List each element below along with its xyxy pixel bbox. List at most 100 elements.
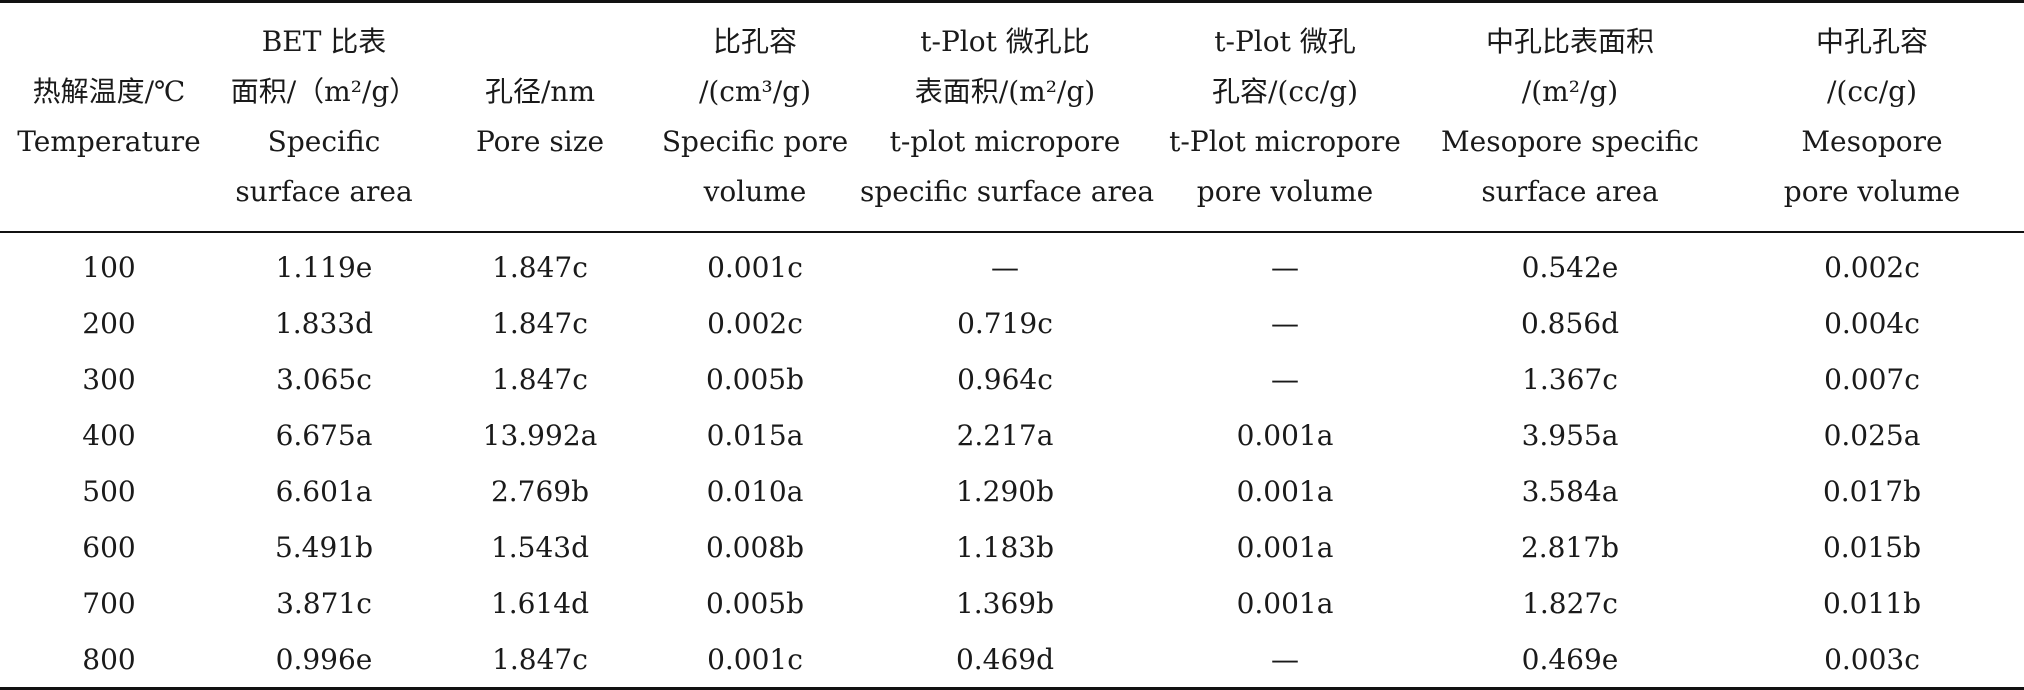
table-cell: — (1271, 250, 1299, 284)
table-cell: 0.469e (1521, 642, 1619, 676)
header-line: Temperature (17, 125, 201, 158)
header-specific-pore-volume: 比孔容 /(cm³/g) Specific pore volume (650, 2, 860, 233)
table-cell: 2.769b (490, 474, 590, 508)
header-tplot-micropore-surface-area: t-Plot 微孔比 表面积/(m²/g) t-plot micropore s… (860, 2, 1154, 233)
table-cell: 600 (82, 530, 136, 564)
header-line: t-Plot 微孔比 (920, 25, 1090, 58)
table-cell: 100 (82, 250, 136, 284)
table-cell: 0.002c (707, 306, 803, 340)
header-line: volume (703, 175, 807, 208)
table-row: 300 3.065c 1.847c 0.005b 0.964c — 1.367c… (0, 351, 2024, 407)
table-cell: 0.001a (1236, 530, 1334, 564)
header-line: Mesopore (1801, 125, 1943, 158)
table-cell: 1.369b (955, 586, 1055, 620)
table-row: 600 5.491b 1.543d 0.008b 1.183b 0.001a 2… (0, 519, 2024, 575)
table-cell: 0.005b (705, 586, 805, 620)
table-cell: 0.001c (707, 250, 803, 284)
header-line: /(cc/g) (1826, 75, 1917, 108)
table-cell: 0.017b (1822, 474, 1922, 508)
table-cell: 3.871c (276, 586, 372, 620)
table-cell: 1.367c (1522, 362, 1618, 396)
header-line: 面积/（m²/g） (230, 75, 418, 108)
table-cell: 3.584a (1521, 474, 1619, 508)
table-cell: 0.001c (707, 642, 803, 676)
header-row: 热解温度/℃ Temperature BET 比表 面积/（m²/g） Spec… (0, 1, 2024, 233)
table-cell: 0.004c (1824, 306, 1920, 340)
table-cell: 0.719c (957, 306, 1053, 340)
header-line: Pore size (475, 125, 605, 158)
table-cell: 0.015a (706, 418, 804, 452)
header-line: 表面积/(m²/g) (914, 75, 1096, 108)
header-tplot-micropore-volume: t-Plot 微孔 孔容/(cc/g) t-Plot micropore por… (1150, 2, 1420, 233)
table-row: 200 1.833d 1.847c 0.002c 0.719c — 0.856d… (0, 295, 2024, 351)
table-row: 100 1.119e 1.847c 0.001c — — 0.542e 0.00… (0, 232, 2024, 295)
header-line: surface area (235, 175, 413, 208)
header-line: t-Plot micropore (1169, 125, 1401, 158)
table-cell: 0.856d (1520, 306, 1620, 340)
header-line: /(m²/g) (1521, 75, 1619, 108)
table-cell: — (991, 250, 1019, 284)
header-line: 热解温度/℃ (32, 75, 186, 108)
table-cell: 5.491b (274, 530, 374, 564)
table-cell: 1.119e (275, 250, 373, 284)
table-cell: 400 (82, 418, 136, 452)
table-cell: 0.542e (1521, 250, 1619, 284)
table-cell: — (1271, 306, 1299, 340)
header-line: 比孔容 (712, 25, 797, 58)
header-line: Mesopore specific (1441, 125, 1699, 158)
header-line: surface area (1481, 175, 1659, 208)
header-temperature: 热解温度/℃ Temperature (0, 2, 218, 233)
table-cell: — (1271, 362, 1299, 396)
table-cell: 0.025a (1823, 418, 1921, 452)
table-cell: 0.996e (275, 642, 373, 676)
table-cell: 1.847c (492, 362, 588, 396)
table-cell: 0.008b (705, 530, 805, 564)
table-cell: 200 (82, 306, 136, 340)
table-cell: 0.001a (1236, 474, 1334, 508)
header-line: 中孔比表面积 (1485, 25, 1654, 58)
table-cell: 0.005b (705, 362, 805, 396)
table-cell: 0.002c (1824, 250, 1920, 284)
table-cell: 800 (82, 642, 136, 676)
table-cell: 6.601a (275, 474, 373, 508)
table-row: 800 0.996e 1.847c 0.001c 0.469d — 0.469e… (0, 631, 2024, 689)
header-line: t-Plot 微孔 (1214, 25, 1356, 58)
table-cell: 1.614d (490, 586, 590, 620)
table-cell: 2.817b (1520, 530, 1620, 564)
header-line: BET 比表 (261, 25, 387, 58)
table-cell: 3.065c (276, 362, 372, 396)
header-line: 中孔孔容 (1815, 25, 1928, 58)
header-line: Specific pore (661, 125, 849, 158)
table-cell: 2.217a (956, 418, 1054, 452)
table-cell: 300 (82, 362, 136, 396)
table-cell: 1.847c (492, 642, 588, 676)
table-row: 700 3.871c 1.614d 0.005b 1.369b 0.001a 1… (0, 575, 2024, 631)
table-cell: 0.001a (1236, 586, 1334, 620)
table-cell: 0.010a (706, 474, 804, 508)
table-cell: 1.827c (1522, 586, 1618, 620)
table-cell: 0.964c (957, 362, 1053, 396)
table-row: 400 6.675a 13.992a 0.015a 2.217a 0.001a … (0, 407, 2024, 463)
table-cell: — (1271, 642, 1299, 676)
table-cell: 1.833d (274, 306, 374, 340)
table-cell: 0.001a (1236, 418, 1334, 452)
table-cell: 1.543d (490, 530, 590, 564)
header-line: pore volume (1196, 175, 1374, 208)
header-line: Specific (267, 125, 381, 158)
header-mesopore-surface-area: 中孔比表面积 /(m²/g) Mesopore specific surface… (1420, 2, 1720, 233)
table-row: 500 6.601a 2.769b 0.010a 1.290b 0.001a 3… (0, 463, 2024, 519)
table-cell: 1.183b (955, 530, 1055, 564)
header-line: 孔径/nm (484, 75, 596, 108)
header-mesopore-volume: 中孔孔容 /(cc/g) Mesopore pore volume (1720, 2, 2024, 233)
table-cell: 6.675a (275, 418, 373, 452)
table-cell: 13.992a (482, 418, 598, 452)
table-cell: 0.003c (1824, 642, 1920, 676)
table-cell: 0.015b (1822, 530, 1922, 564)
table-cell: 3.955a (1521, 418, 1619, 452)
table-cell: 0.469d (955, 642, 1055, 676)
header-line: t-plot micropore (889, 125, 1121, 158)
table-cell: 1.847c (492, 306, 588, 340)
header-bet-surface-area: BET 比表 面积/（m²/g） Specific surface area (218, 2, 430, 233)
